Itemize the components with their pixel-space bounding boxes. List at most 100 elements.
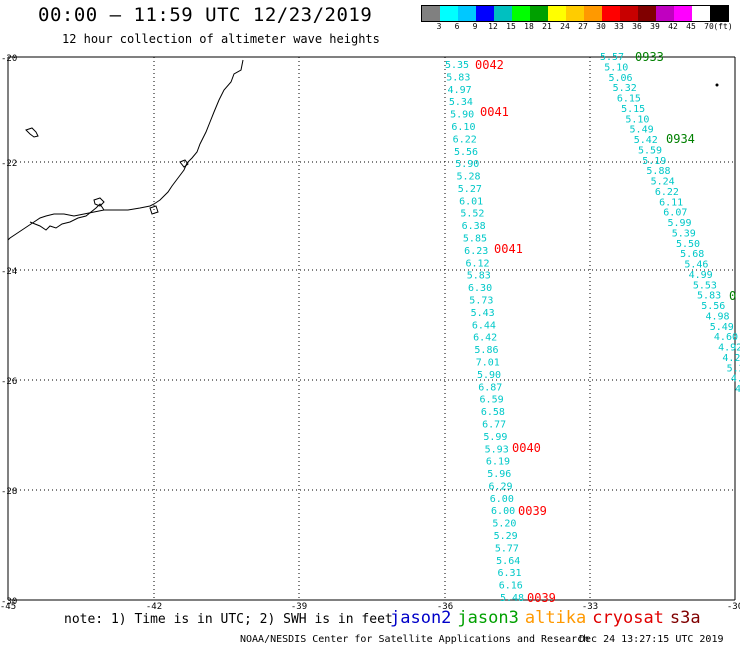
swh-value: 5.19 xyxy=(642,156,666,167)
island-north xyxy=(25,127,39,138)
coastline-lagoon xyxy=(29,203,105,231)
swh-value: 5.06 xyxy=(608,73,632,84)
swh-value: 5.83 xyxy=(446,72,470,83)
lat-tick-label: -28 xyxy=(1,487,17,497)
legend-altika: altika xyxy=(524,608,587,628)
lon-tick-label: -36 xyxy=(437,602,453,612)
legend-jason2: jason2 xyxy=(390,608,452,628)
swh-value: 6.38 xyxy=(462,221,486,232)
swh-value: 6.15 xyxy=(617,94,641,105)
lat-tick-label: -22 xyxy=(1,159,17,169)
swh-value: 6.10 xyxy=(451,122,475,133)
swh-value: 6.30 xyxy=(468,283,492,294)
map-grid: -20-22-24-26-28-30-45-42-39-36-33-30 xyxy=(0,54,740,612)
pass-time-label: 0042 xyxy=(475,58,504,72)
lat-tick-label: -30 xyxy=(1,597,17,607)
coastline xyxy=(7,59,719,241)
colorbar-swatch xyxy=(656,6,674,21)
swh-value: 6.44 xyxy=(472,320,496,331)
swh-value: 5.52 xyxy=(460,209,484,220)
swh-value: 4. xyxy=(731,374,740,385)
swh-value: 6.11 xyxy=(659,197,683,208)
swh-value: 5.90 xyxy=(477,370,501,381)
island-cabo-frio xyxy=(179,159,189,168)
legend-cryosat: cryosat xyxy=(592,608,664,628)
colorbar-label: 27 xyxy=(578,22,588,31)
colorbar-label: 70 xyxy=(704,22,714,31)
lon-tick-label: -33 xyxy=(582,602,598,612)
swh-value: 5.64 xyxy=(496,556,520,567)
swh-value: 6.19 xyxy=(486,457,510,468)
footer-note: note: 1) Time is in UTC; 2) SWH is in fe… xyxy=(64,612,393,627)
colorbar-label: 15 xyxy=(506,22,516,31)
legend-s3a: s3a xyxy=(669,608,701,628)
swh-value: 5.56 xyxy=(454,147,478,158)
island-dot xyxy=(715,83,719,87)
colorbar-label: 36 xyxy=(632,22,642,31)
colorbar-label: 42 xyxy=(668,22,678,31)
swh-value: 5.83 xyxy=(467,271,491,282)
swh-value: 6.12 xyxy=(465,258,489,269)
colorbar-label: 9 xyxy=(472,22,478,31)
colorbar-swatch xyxy=(602,6,620,21)
swh-value: 5.48 xyxy=(500,593,524,604)
colorbar-label: 21 xyxy=(542,22,552,31)
swh-value: 4 xyxy=(735,384,740,395)
colorbar-swatch xyxy=(530,6,548,21)
swh-value: 6.01 xyxy=(459,196,483,207)
island-sao-sebastiao xyxy=(149,205,159,215)
swh-value: 5.49 xyxy=(710,322,734,333)
swh-value: 6.00 xyxy=(490,494,514,505)
swh-value: 5.68 xyxy=(680,249,704,260)
lon-tick-label: -45 xyxy=(0,602,16,612)
footer-credit: NOAA/NESDIS Center for Satellite Applica… xyxy=(240,634,590,645)
swh-value: 5.77 xyxy=(495,543,519,554)
colorbar-swatch xyxy=(638,6,656,21)
map-subtitle: 12 hour collection of altimeter wave hei… xyxy=(62,32,380,46)
swh-value: 6.23 xyxy=(464,246,488,257)
swh-value: 5.20 xyxy=(492,519,516,530)
swh-value: 5.32 xyxy=(613,83,637,94)
swh-value: 4.21 xyxy=(722,353,740,364)
swh-value: 4.97 xyxy=(448,85,472,96)
colorbar-swatch xyxy=(692,6,710,21)
swh-value: 5.10 xyxy=(604,62,628,73)
colorbar-label: 45 xyxy=(686,22,696,31)
swh-value: 5.99 xyxy=(668,218,692,229)
swh-value: 5.73 xyxy=(469,296,493,307)
swh-value: 5.59 xyxy=(638,145,662,156)
colorbar-label: 39 xyxy=(650,22,660,31)
colorbar-swatch xyxy=(422,6,440,21)
pass-time-label: 0934 xyxy=(666,132,695,146)
colorbar-label: 33 xyxy=(614,22,624,31)
swh-value: 6.29 xyxy=(488,481,512,492)
swh-value: 5.57 xyxy=(600,52,624,63)
colorbar-swatch xyxy=(674,6,692,21)
swh-value: 5.90 xyxy=(455,159,479,170)
swh-value: 6.42 xyxy=(473,333,497,344)
swh-value: 5.96 xyxy=(487,469,511,480)
colorbar-label: 24 xyxy=(560,22,570,31)
colorbar-label: 6 xyxy=(454,22,460,31)
colorbar-swatch xyxy=(458,6,476,21)
swh-value: 5.2 xyxy=(727,363,740,374)
swh-value: 4.60 xyxy=(714,332,738,343)
altimeter-tracks: 5.355.834.975.345.906.106.225.565.905.28… xyxy=(445,50,740,605)
colorbar-swatch xyxy=(440,6,458,21)
swh-value: 5.90 xyxy=(450,110,474,121)
colorbar-label: 12 xyxy=(488,22,498,31)
satellite-legend: jason2 jason3 altika cryosat s3a xyxy=(390,608,701,628)
pass-time-label: 0041 xyxy=(480,105,509,119)
swh-value: 4.99 xyxy=(689,270,713,281)
colorbar-swatch xyxy=(566,6,584,21)
swh-value: 6.77 xyxy=(482,419,506,430)
colorbar-label: (ft) xyxy=(713,22,733,31)
pass-time-label: 0040 xyxy=(512,441,541,455)
swh-value: 5.85 xyxy=(463,234,487,245)
lat-tick-label: -24 xyxy=(1,267,17,277)
swh-value: 5.42 xyxy=(634,135,658,146)
swh-value: 5.99 xyxy=(483,432,507,443)
swh-value: 5.56 xyxy=(701,301,725,312)
colorbar-swatch xyxy=(620,6,638,21)
